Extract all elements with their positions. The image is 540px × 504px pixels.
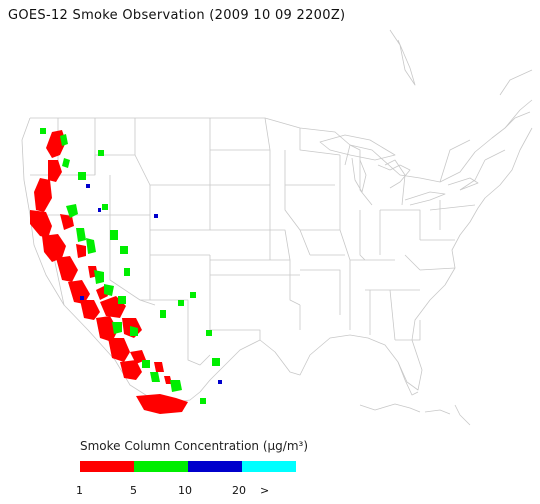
legend-bin-1-5	[80, 461, 134, 472]
smoke-map	[21, 29, 533, 426]
us-outline	[21, 117, 533, 405]
great-lakes	[319, 134, 396, 161]
smoke-mid-concentration	[40, 128, 220, 404]
legend-tick-5: 5	[130, 484, 137, 497]
legend-tick-10: 10	[178, 484, 192, 497]
northern-border	[30, 99, 533, 183]
map-title: GOES-12 Smoke Observation (2009 10 09 22…	[8, 8, 346, 23]
legend-bin-5-10	[134, 461, 188, 472]
legend-bin-10-20	[188, 461, 242, 472]
smoke-high-concentration	[80, 184, 222, 384]
legend-tick-1: 1	[76, 484, 83, 497]
legend-title: Smoke Column Concentration (μg/m³)	[80, 439, 308, 453]
legend-color-bar	[80, 461, 296, 472]
legend-bin-over-20	[242, 461, 296, 472]
legend-tick-20: 20	[232, 484, 246, 497]
smoke-low-concentration	[30, 130, 188, 414]
state-boundaries	[21, 29, 533, 426]
legend-tick-over: >	[260, 484, 270, 497]
